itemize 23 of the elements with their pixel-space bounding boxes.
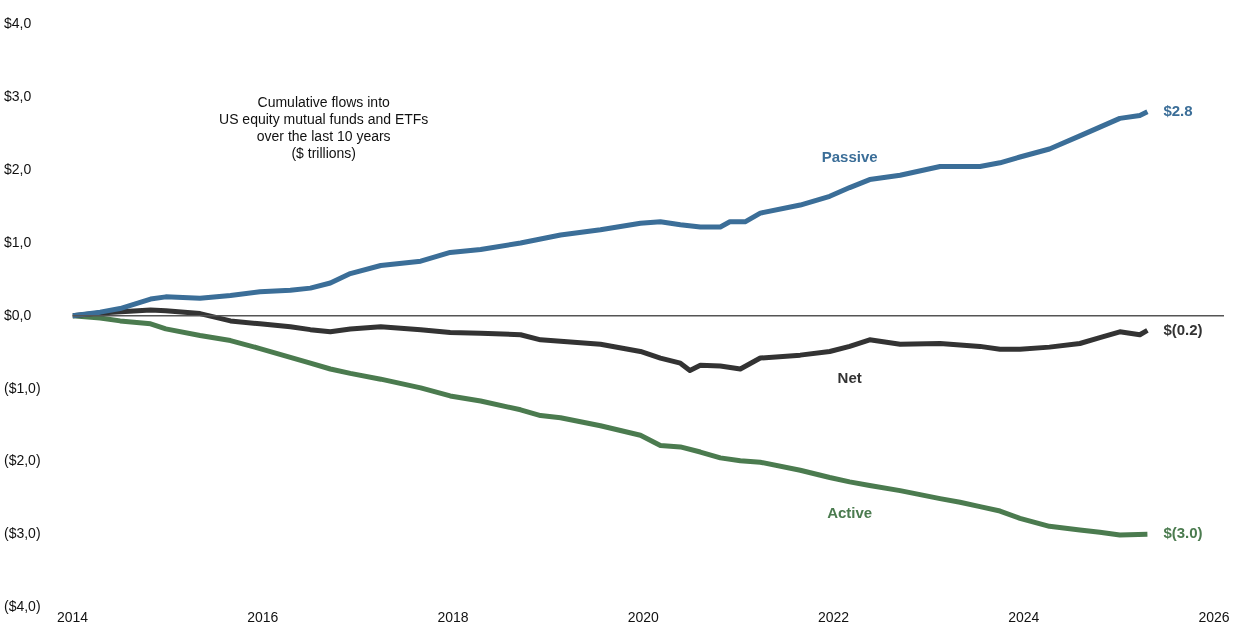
y-tick-label: $4,0 bbox=[4, 15, 32, 32]
series-label: Net bbox=[837, 368, 862, 386]
series-label: Passive bbox=[821, 147, 878, 165]
series-label: Active bbox=[827, 504, 873, 522]
y-tick-label: ($4,0) bbox=[4, 598, 41, 615]
y-tick-label: ($1,0) bbox=[4, 379, 41, 396]
y-tick-label: $3,0 bbox=[4, 88, 32, 105]
text: Cumulative flows into US equity mutual funds and ETFs over the last 10 years ($ trillions) bbox=[219, 94, 429, 162]
x-tick-label: 2020 bbox=[627, 609, 660, 626]
x-tick-label: 2018 bbox=[437, 609, 469, 626]
data-label: $2.8 bbox=[1163, 101, 1193, 119]
y-tick-label: $2,0 bbox=[4, 160, 32, 177]
y-tick-label: ($3,0) bbox=[4, 525, 41, 542]
y-tick-label: $1,0 bbox=[4, 233, 32, 250]
y-tick-label: $0,0 bbox=[4, 306, 32, 323]
x-tick-label: 2026 bbox=[1198, 609, 1230, 626]
data-label: $(0.2) bbox=[1163, 320, 1203, 338]
x-tick-label: 2016 bbox=[247, 609, 279, 626]
x-tick-label: 2024 bbox=[1008, 609, 1040, 626]
x-tick-label: 2014 bbox=[56, 609, 89, 626]
x-tick-label: 2022 bbox=[817, 609, 850, 626]
y-tick-label: ($2,0) bbox=[4, 452, 41, 469]
data-label: $(3.0) bbox=[1163, 524, 1203, 542]
